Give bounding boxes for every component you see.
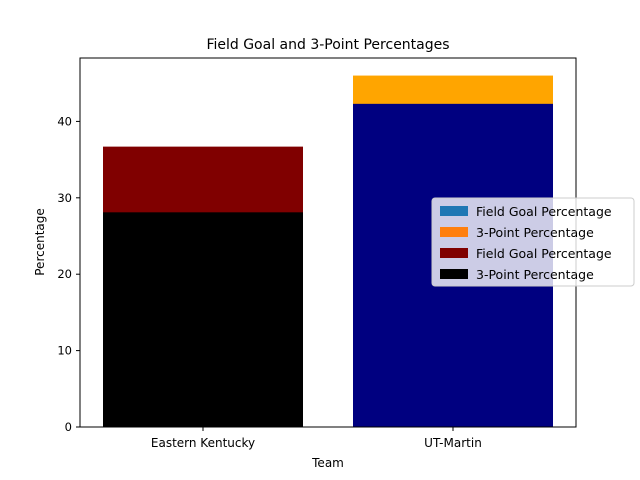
y-tick-label-2: 10 <box>57 344 72 358</box>
x-tick-label-1: Eastern Kentucky <box>151 436 255 450</box>
legend-label-2: 3-Point Percentage <box>476 225 594 240</box>
y-tick-label-5: 40 <box>57 114 72 128</box>
x-tick-label-2: UT-Martin <box>424 436 482 450</box>
y-axis-label: Percentage <box>33 208 47 276</box>
legend-swatch-3 <box>440 248 468 258</box>
y-tick-label-4: 30 <box>57 191 72 205</box>
chart-title: Field Goal and 3-Point Percentages <box>206 37 449 53</box>
legend-label-3: Field Goal Percentage <box>476 246 612 261</box>
x-axis-label: Team <box>311 456 344 470</box>
y-tick-label-1: 0 <box>65 420 72 434</box>
legend-label-1: Field Goal Percentage <box>476 204 612 219</box>
bar-2 <box>103 212 303 427</box>
y-axis: 0 10 20 30 40 <box>57 114 80 434</box>
legend-swatch-4 <box>440 269 468 279</box>
legend-swatch-2 <box>440 227 468 237</box>
legend-box <box>431 197 635 287</box>
legend-swatch-1 <box>440 206 468 216</box>
x-axis: Eastern Kentucky UT-Martin <box>151 427 482 450</box>
legend-label-4: 3-Point Percentage <box>476 267 594 282</box>
legend: Field Goal Percentage 3-Point Percentage F… <box>431 197 635 287</box>
y-tick-label-3: 20 <box>57 267 72 281</box>
